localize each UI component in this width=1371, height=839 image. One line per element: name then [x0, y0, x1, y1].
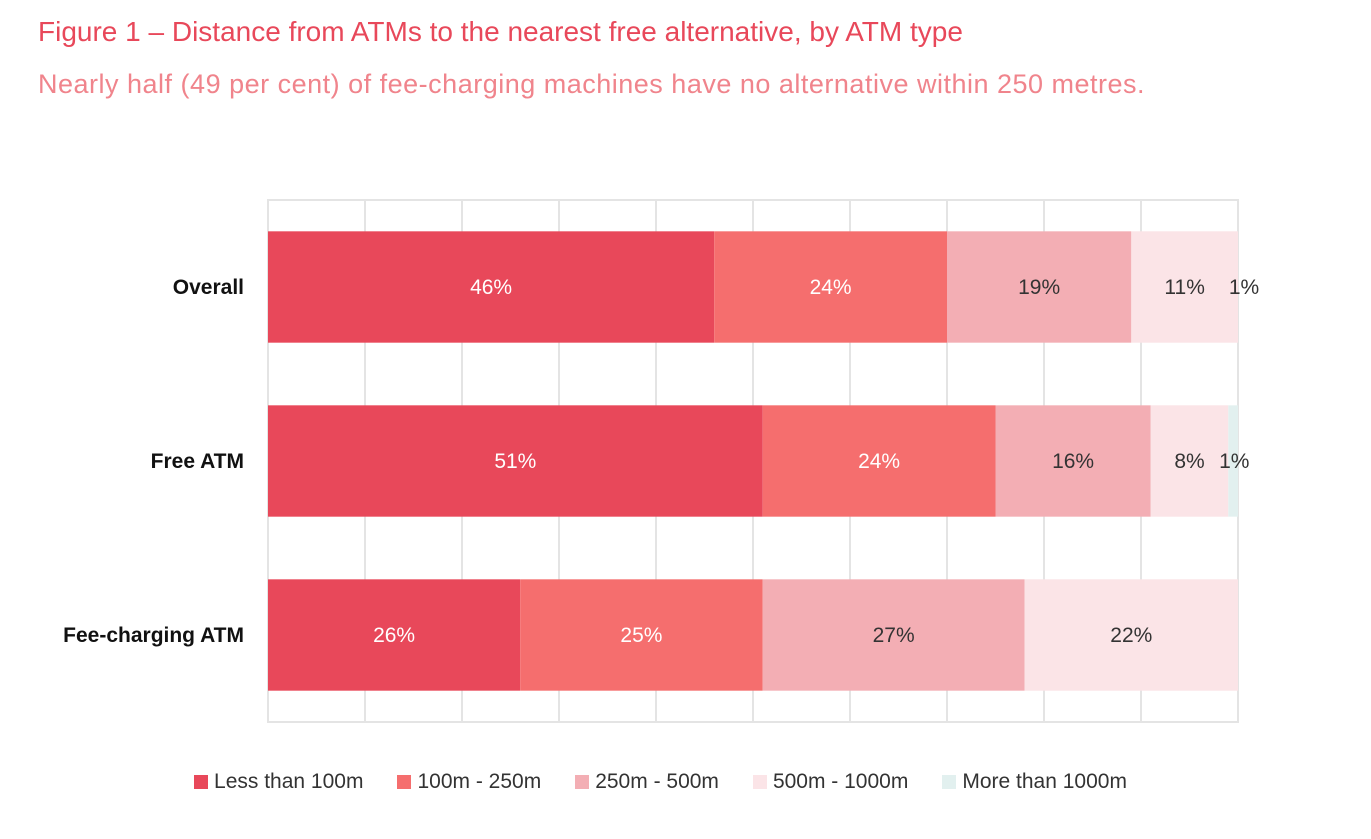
bar-segment: [714, 231, 947, 343]
bar-segment: [947, 231, 1132, 343]
bar-segment: [1228, 405, 1238, 517]
data-label: 24%: [858, 450, 900, 473]
legend-swatch: [194, 775, 209, 789]
bar-segment: [268, 231, 715, 343]
legend-swatch: [752, 775, 767, 789]
bar-segment: [995, 405, 1151, 517]
legend-item: 500m - 1000m: [752, 770, 909, 794]
data-label: 24%: [810, 276, 852, 299]
legend-label: 100m - 250m: [417, 770, 542, 793]
bar-segment: [1131, 231, 1238, 343]
bar-segment: [268, 579, 521, 691]
legend-label: 500m - 1000m: [772, 770, 909, 793]
bar-segment: [762, 579, 1025, 691]
legend-item: Less than 100m: [194, 770, 363, 794]
data-label: 1%: [1219, 450, 1249, 473]
chart-legend: Less than 100m 100m - 250m 250m - 500m 500m…: [0, 770, 1321, 794]
data-label: 11%: [1164, 276, 1204, 299]
legend-label: Less than 100m: [214, 770, 364, 793]
legend-item: 250m - 500m: [575, 770, 719, 794]
data-label: 51%: [494, 450, 536, 473]
data-label: 16%: [1052, 450, 1094, 473]
bar-segment: [762, 405, 996, 517]
bar-segment: [268, 405, 763, 517]
category-label: Free ATM: [151, 450, 244, 473]
chart-title: Figure 1 – Distance from ATMs to the nea…: [38, 16, 963, 47]
legend-item: 100m - 250m: [397, 770, 541, 794]
legend-item: More than 1000m: [942, 770, 1127, 794]
legend-swatch: [575, 775, 590, 789]
bar-segment: [1150, 405, 1229, 517]
legend-swatch: [942, 775, 957, 789]
data-label: 25%: [620, 624, 662, 647]
data-label: 19%: [1018, 276, 1060, 299]
bar-segment: [1024, 579, 1238, 691]
data-label: 1%: [1229, 276, 1259, 299]
data-label: 8%: [1174, 450, 1204, 473]
data-label: 46%: [470, 276, 512, 299]
bar-segment: [520, 579, 763, 691]
stacked-bar-chart: Overall 46% 24% 19% 11% 1% Free ATM 51% 24% 16% 8%…: [63, 199, 1259, 723]
data-label: 22%: [1110, 624, 1152, 647]
category-label: Fee-charging ATM: [63, 624, 244, 647]
chart-subtitle: Nearly half (49 per cent) of fee-chargin…: [38, 69, 1146, 99]
legend-label: 250m - 500m: [595, 770, 719, 793]
category-label: Overall: [173, 276, 244, 299]
data-label: 26%: [373, 624, 415, 647]
legend-swatch: [397, 775, 412, 789]
legend-label: More than 1000m: [962, 770, 1127, 793]
data-label: 27%: [873, 624, 915, 647]
